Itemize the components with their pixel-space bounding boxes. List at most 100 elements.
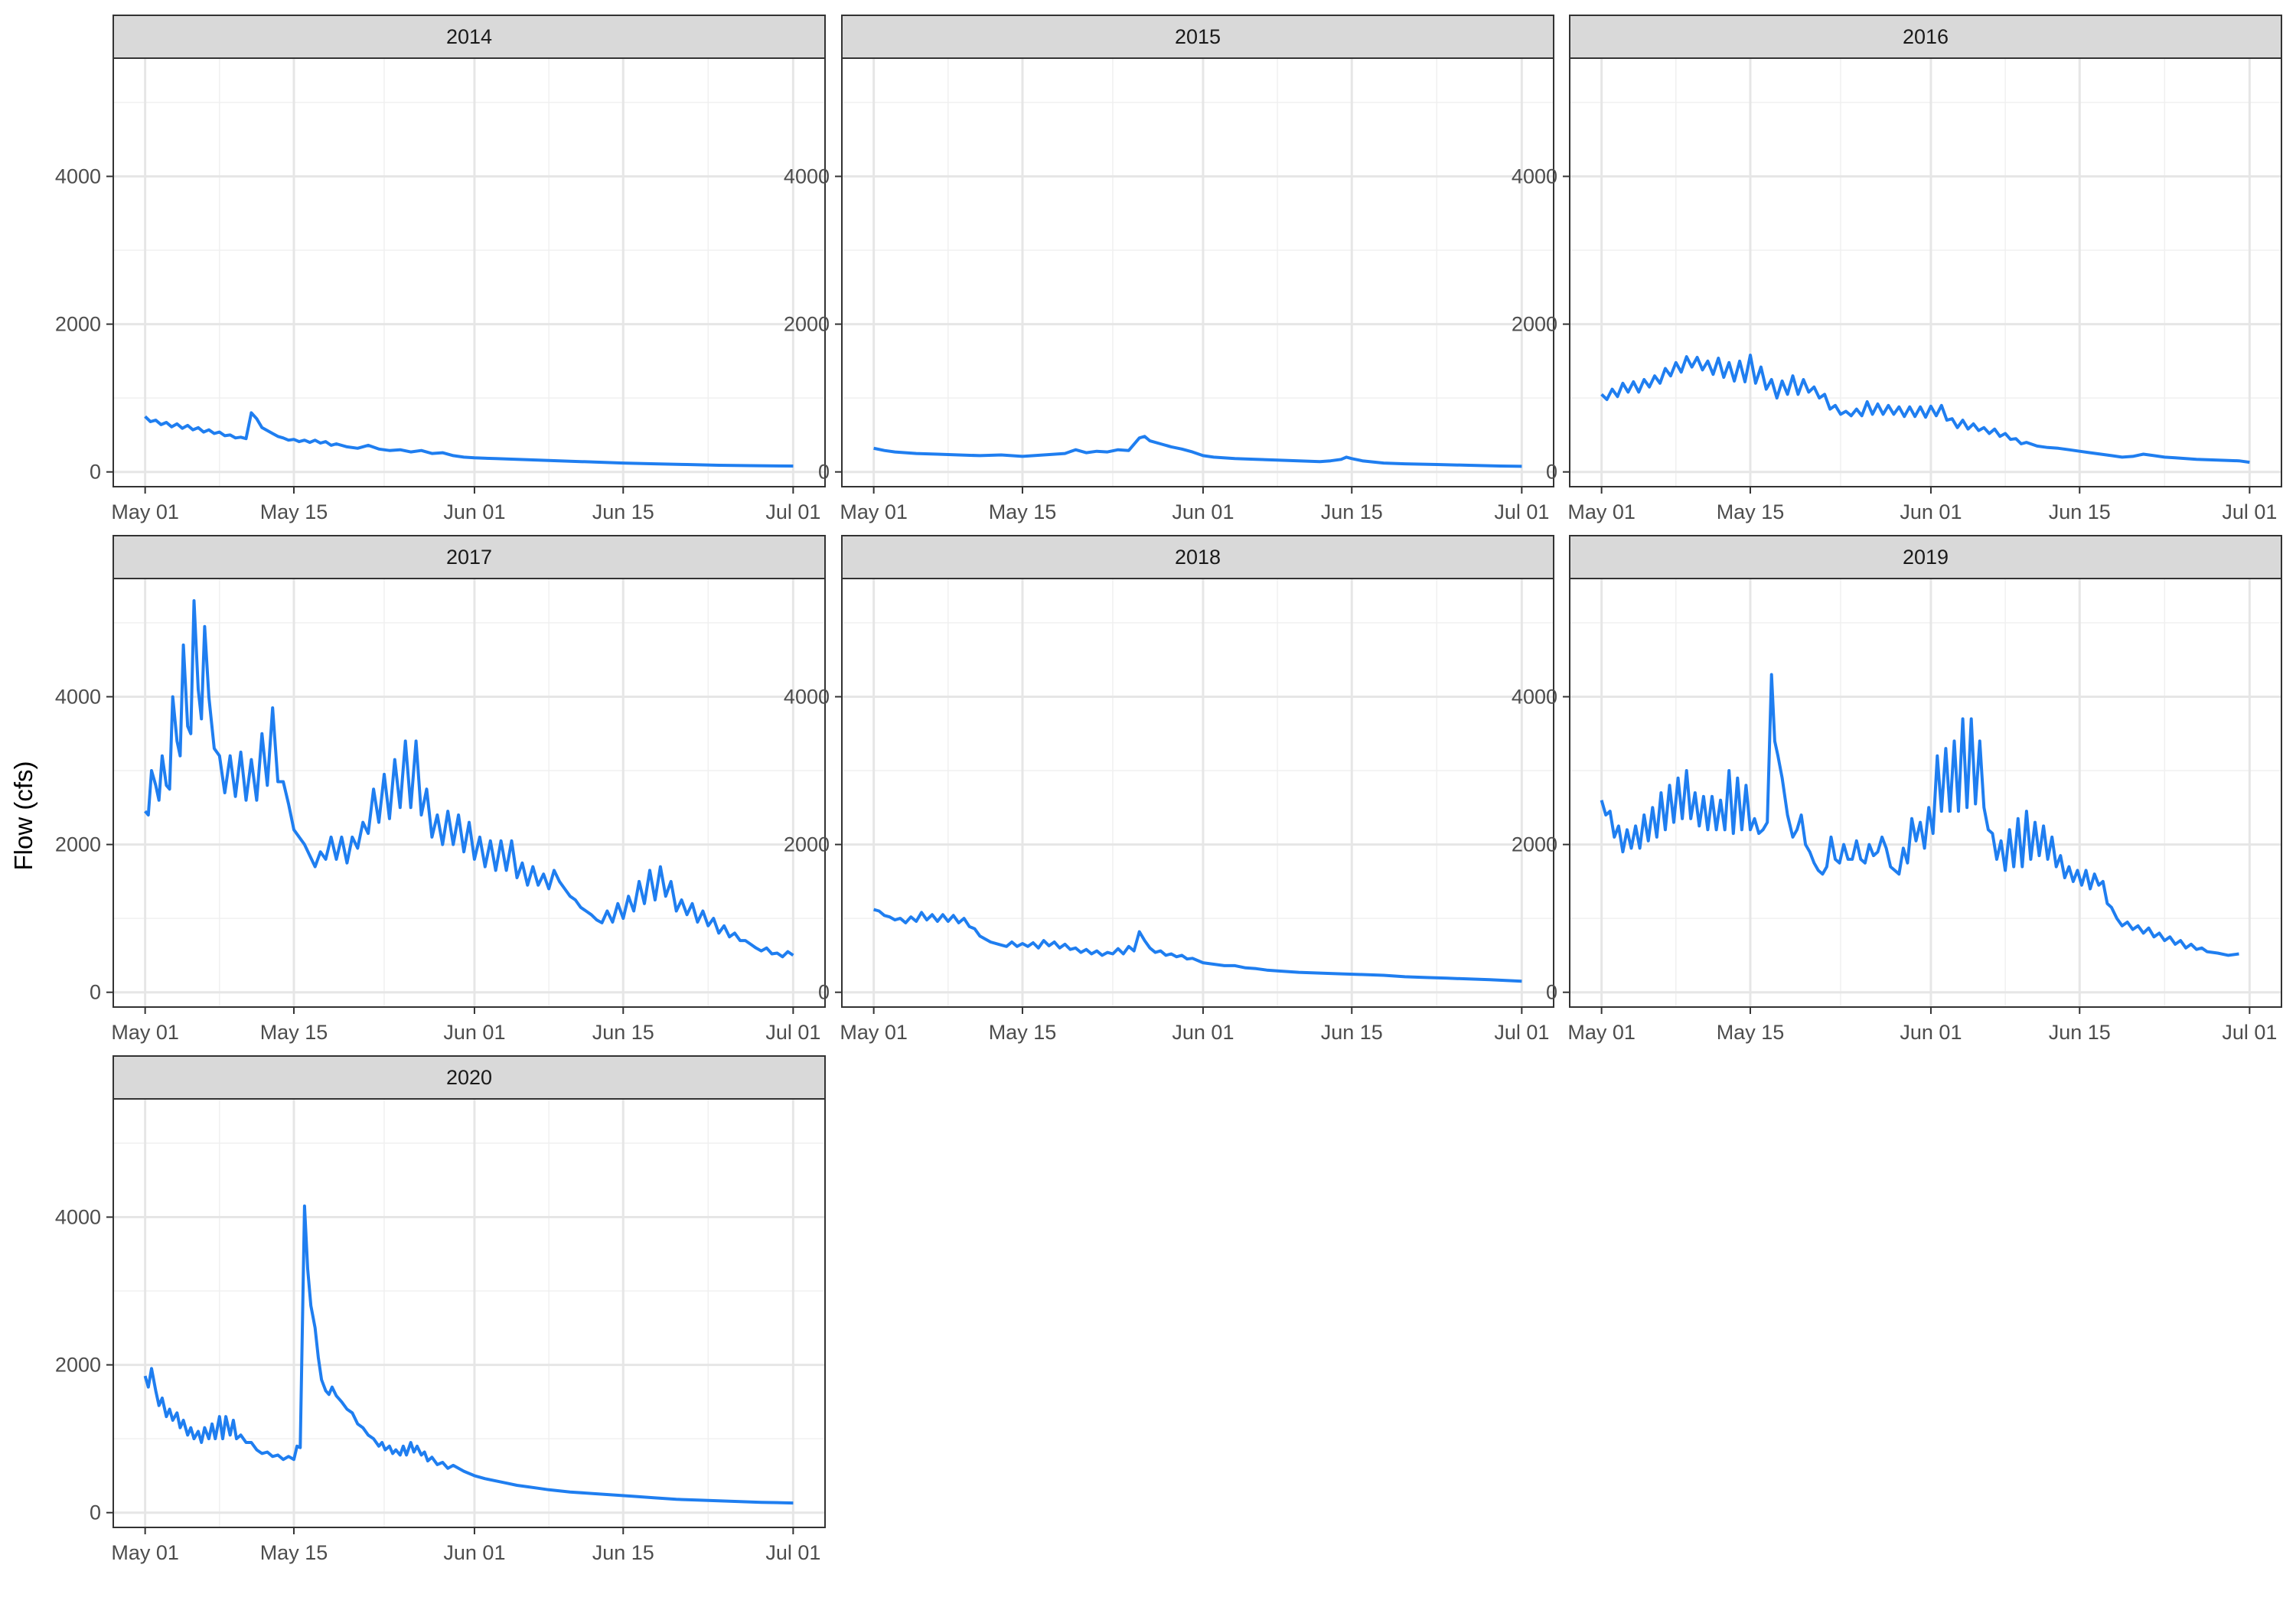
facet-strip (1569, 15, 2282, 59)
y-tick-label: 0 (90, 981, 101, 1004)
facet-strip (1569, 535, 2282, 579)
y-tick-label: 0 (1546, 461, 1557, 484)
facet-strip (841, 15, 1554, 59)
x-tick-label: May 15 (1717, 1021, 1785, 1044)
series-line-2018 (873, 908, 1522, 983)
gridlines (113, 579, 825, 1007)
facet-strip-label: 2017 (446, 546, 492, 569)
y-tick-label: 0 (818, 461, 830, 484)
facet-2018: 2018 0 2000 4000 May 01 May 15 Jun 01 Jun 15 Jul… (784, 535, 1554, 1044)
y-tick-label: 4000 (1512, 685, 1557, 708)
x-tick-label: Jul 01 (1494, 500, 1549, 523)
x-tick-label: May 15 (260, 500, 328, 523)
x-tick-label: Jun 01 (443, 1021, 505, 1044)
panel-background (842, 58, 1554, 487)
x-tick-label: Jun 01 (1900, 500, 1962, 523)
x-tick-label: Jun 15 (592, 1541, 654, 1564)
x-tick-label: Jun 01 (1172, 500, 1234, 523)
x-tick-label: Jul 01 (765, 500, 820, 523)
y-tick-label: 2000 (55, 1354, 101, 1377)
facet-strip (113, 1055, 826, 1100)
x-tick-label: Jul 01 (765, 1541, 820, 1564)
x-tick-label: May 01 (111, 1021, 179, 1044)
x-tick-label: May 15 (260, 1021, 328, 1044)
y-axis-title: Flow (cfs) (9, 761, 38, 871)
facet-strip-label: 2018 (1175, 546, 1221, 569)
x-tick-label: May 15 (989, 1021, 1057, 1044)
x-tick-label: May 01 (1567, 500, 1636, 523)
panel-border (841, 57, 1554, 487)
x-tick-label: Jun 01 (1172, 1021, 1234, 1044)
facet-2020: 2020 0 2000 4000 May 01 May 15 Jun 01 Jun 15 Jul… (55, 1055, 826, 1564)
y-tick-label: 2000 (1512, 313, 1557, 336)
x-tick-label: May 15 (1717, 500, 1785, 523)
x-tick-label: May 15 (260, 1541, 328, 1564)
series-line-2014 (144, 411, 794, 468)
facet-strip-label: 2015 (1175, 25, 1221, 48)
x-tick-label: May 01 (111, 1541, 179, 1564)
facet-strip (113, 15, 826, 59)
panel-border (1569, 578, 2282, 1008)
gridlines (113, 1099, 825, 1527)
y-tick-label: 2000 (1512, 833, 1557, 856)
series-line-2016 (1600, 354, 2250, 464)
facet-strip-label: 2019 (1903, 546, 1949, 569)
x-tick-label: May 01 (1567, 1021, 1636, 1044)
series-line-2019 (1600, 673, 2239, 957)
x-tick-label: Jul 01 (765, 1021, 820, 1044)
y-tick-label: 0 (90, 461, 101, 484)
facet-panels: 2014 0 2000 4000 May 01 May 15 Jun 01 Jun 15 Jul… (55, 15, 2282, 1564)
y-tick-label: 2000 (784, 313, 830, 336)
y-tick-label: 2000 (55, 313, 101, 336)
panel-border (113, 57, 826, 487)
y-tick-label: 4000 (55, 685, 101, 708)
facet-strip-label: 2016 (1903, 25, 1949, 48)
x-tick-label: Jun 15 (592, 500, 654, 523)
y-tick-label: 0 (90, 1501, 101, 1524)
facet-2017: 2017 0 2000 4000 May 01 May 15 Jun 01 Jun 15 Jul… (55, 535, 826, 1044)
x-tick-label: Jun 15 (592, 1021, 654, 1044)
x-tick-label: Jul 01 (1494, 1021, 1549, 1044)
x-tick-label: Jun 15 (2049, 1021, 2111, 1044)
y-tick-label: 0 (1546, 981, 1557, 1004)
y-tick-label: 4000 (784, 165, 830, 187)
y-tick-label: 4000 (55, 165, 101, 187)
facet-2019: 2019 0 2000 4000 May 01 May 15 Jun 01 Jun 15 Jul… (1512, 535, 2282, 1044)
panel-border (113, 1098, 826, 1528)
panel-background (113, 579, 825, 1007)
facet-strip-label: 2020 (446, 1066, 492, 1089)
panel-background (113, 58, 825, 487)
series-line-2020 (143, 1204, 794, 1505)
gridlines (113, 58, 825, 487)
x-tick-label: Jun 01 (443, 500, 505, 523)
x-tick-label: May 01 (840, 500, 908, 523)
x-tick-label: Jul 01 (2222, 500, 2277, 523)
y-tick-label: 4000 (1512, 165, 1557, 187)
x-tick-label: Jul 01 (2222, 1021, 2277, 1044)
x-tick-label: Jun 01 (443, 1541, 505, 1564)
y-tick-label: 2000 (55, 833, 101, 856)
y-tick-label: 4000 (55, 1205, 101, 1228)
y-tick-label: 2000 (784, 833, 830, 856)
x-tick-label: Jun 15 (1321, 500, 1383, 523)
facet-2015: 2015 0 2000 4000 May 01 May 15 Jun 01 Jun 15 Jul… (784, 15, 1554, 523)
facet-2016: 2016 0 2000 4000 May 01 May 15 Jun 01 Jun 15 Jul… (1512, 15, 2282, 523)
x-tick-label: Jun 01 (1900, 1021, 1962, 1044)
y-tick-label: 4000 (784, 685, 830, 708)
x-tick-label: Jun 15 (1321, 1021, 1383, 1044)
panel-border (113, 578, 826, 1008)
panel-border (841, 578, 1554, 1008)
series-line-2017 (144, 599, 794, 959)
x-tick-label: May 01 (111, 500, 179, 523)
gridlines (842, 579, 1554, 1007)
x-tick-label: Jun 15 (2049, 500, 2111, 523)
x-tick-label: May 01 (840, 1021, 908, 1044)
panel-background (842, 579, 1554, 1007)
panel-border (1569, 57, 2282, 487)
x-tick-label: May 15 (989, 500, 1057, 523)
y-tick-label: 0 (818, 981, 830, 1004)
series-line-2015 (873, 435, 1522, 468)
gridlines (842, 58, 1554, 487)
panel-background (113, 1099, 825, 1527)
